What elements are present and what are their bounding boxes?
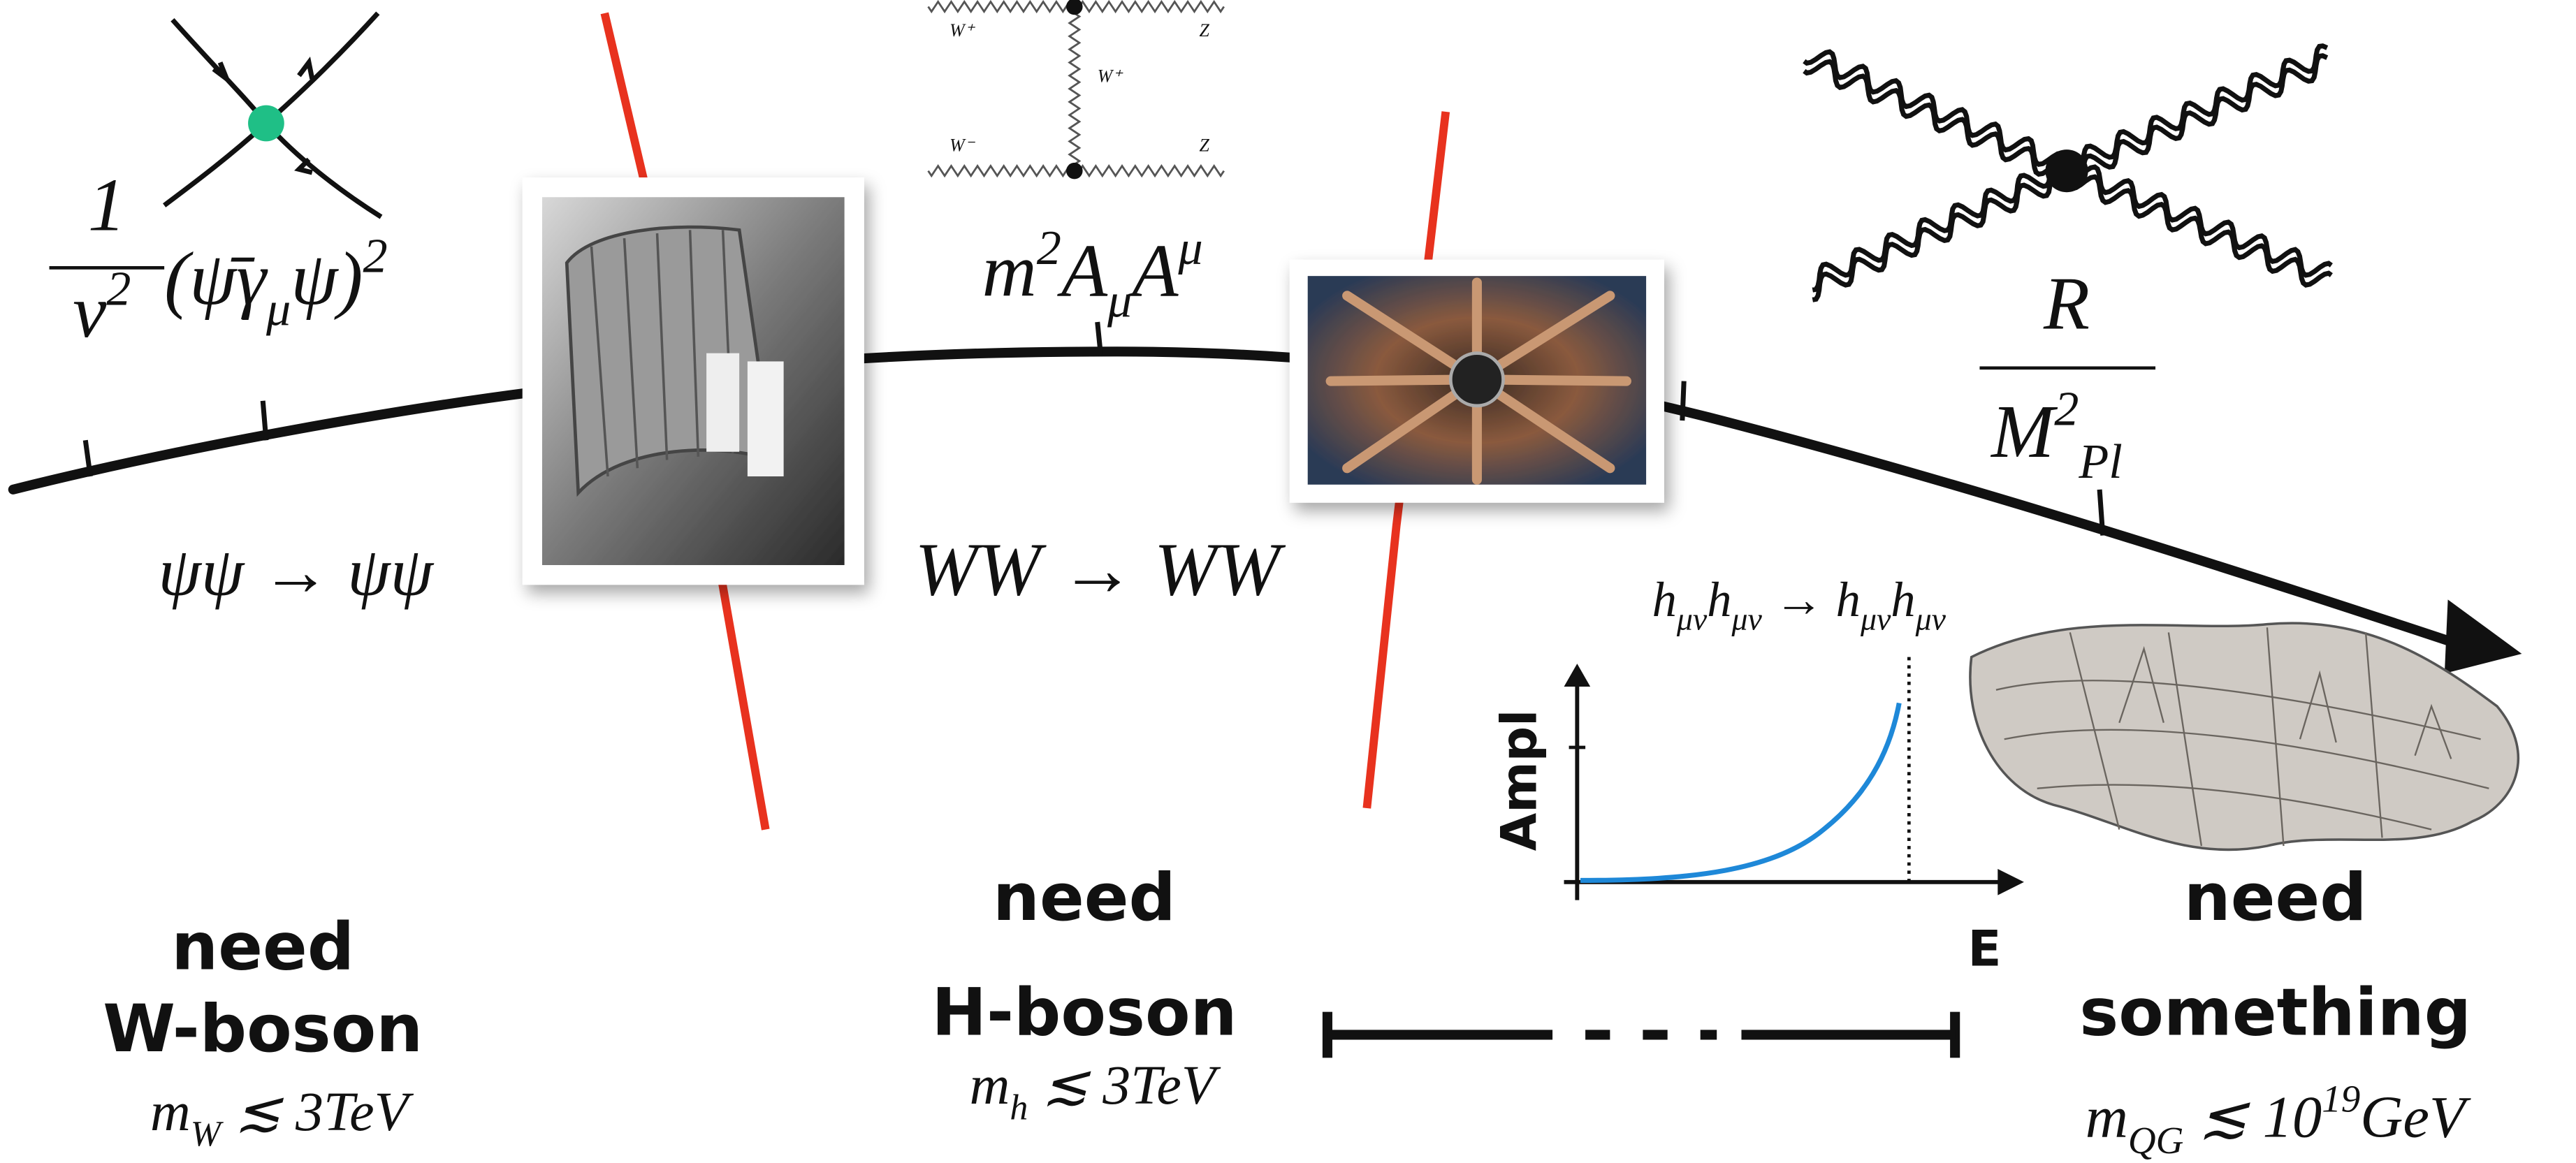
- page: 1v2(ψ̄γμψ)2ψψ → ψψm2AμAμWW → WWRM2Plneed…: [0, 0, 2576, 1163]
- amplitude-curve: [1580, 703, 1899, 881]
- undefined: WW → WW: [915, 528, 1286, 611]
- need-label: something: [2079, 974, 2471, 1051]
- need-label: need: [993, 860, 1176, 936]
- math-part: 2: [1037, 221, 1061, 275]
- undefined: 1: [88, 163, 126, 247]
- y-axis-label: Ampl: [1491, 710, 1548, 851]
- math-part: GeV: [2360, 1085, 2471, 1150]
- math-part: μ: [265, 281, 291, 336]
- math-part: 2: [363, 229, 387, 284]
- undefined: mQG ≲ 1019GeV: [2086, 1078, 2471, 1162]
- photo-frame: [1290, 260, 1664, 503]
- math-part: h: [1707, 573, 1731, 627]
- slide: 1v2(ψ̄γμψ)2ψψ → ψψm2AμAμWW → WWRM2Plneed…: [0, 0, 2576, 1163]
- math-part: μν: [1915, 601, 1946, 637]
- vertex-dot: [1066, 0, 1083, 15]
- math-part: Pl: [2078, 434, 2122, 489]
- math-part: → h: [1762, 573, 1861, 627]
- feynman-label: Z: [1200, 135, 1210, 155]
- x-axis-label: E: [1967, 921, 2001, 978]
- undefined: m2AμAμ: [982, 221, 1203, 328]
- math-part: (ψ̄γ: [164, 237, 268, 321]
- vertex-dot: [1066, 163, 1083, 180]
- math-part: m: [150, 1081, 191, 1143]
- math-part: μν: [1731, 601, 1763, 637]
- boson-line: [1070, 7, 1079, 171]
- arrow-head: [2445, 599, 2522, 673]
- undefined: M2Pl: [1990, 381, 2123, 489]
- axis-arrow: [1564, 664, 1591, 687]
- feynman-label: W⁺: [1098, 66, 1124, 87]
- math-part: μ: [1177, 221, 1202, 275]
- math-part: 2: [2054, 381, 2079, 436]
- photo-frame: [523, 177, 864, 585]
- math-part: W: [191, 1114, 224, 1154]
- math-part: 19: [2322, 1078, 2360, 1120]
- math-part: 1: [88, 163, 126, 247]
- gap-bar: [1327, 1012, 1955, 1058]
- math-part: ψψ → ψψ: [159, 534, 435, 610]
- need-label: H-boson: [931, 974, 1237, 1051]
- amplitude-plot: [1564, 657, 2024, 900]
- feynman-label: W⁻: [949, 135, 976, 155]
- math-part: QG: [2128, 1119, 2183, 1162]
- graviton-line: [1812, 170, 2067, 300]
- need-label: need: [2184, 860, 2367, 936]
- math-part: v: [73, 270, 106, 353]
- math-part: μν: [1676, 601, 1708, 637]
- quantum-foam: [1970, 623, 2518, 849]
- math-part: m: [982, 229, 1037, 312]
- math-part: h: [1652, 573, 1677, 627]
- math-part: M: [1990, 390, 2058, 474]
- math-part: R: [2043, 262, 2090, 345]
- math-part: WW → WW: [915, 528, 1286, 611]
- undefined: v2: [73, 262, 131, 353]
- graviton-line: [2067, 56, 2327, 182]
- need-label: W-boson: [103, 991, 423, 1067]
- undefined: (ψ̄γμψ)2: [164, 229, 387, 337]
- feynman-label: Z: [1200, 20, 1210, 41]
- feynman-label: W⁺: [949, 20, 976, 41]
- math-part: h: [1010, 1088, 1028, 1128]
- undefined: ψψ → ψψ: [159, 534, 435, 610]
- vertex-dot: [2045, 149, 2088, 192]
- axis-arrow: [1998, 869, 2024, 895]
- vertex-dot: [248, 105, 284, 142]
- undefined: hμνhμν → hμνhμν: [1652, 573, 1946, 637]
- math-part: ≲ 3TeV: [221, 1081, 414, 1143]
- math-part: m: [2086, 1085, 2128, 1150]
- math-part: μ: [1107, 274, 1132, 328]
- math-part: 2: [106, 262, 131, 316]
- undefined: mh ≲ 3TeV: [970, 1055, 1221, 1127]
- math-part: ψ): [291, 237, 363, 321]
- math-part: ≲ 10: [2183, 1085, 2322, 1150]
- math-part: ≲ 3TeV: [1028, 1055, 1221, 1116]
- graviton-line: [2067, 46, 2327, 172]
- math-part: m: [970, 1055, 1010, 1116]
- math-part: μν: [1860, 601, 1891, 637]
- math-part: A: [1057, 229, 1108, 312]
- math-part: A: [1128, 229, 1179, 312]
- undefined: R: [2043, 262, 2090, 345]
- need-label: need: [171, 909, 354, 985]
- undefined: mW ≲ 3TeV: [150, 1081, 414, 1154]
- math-part: h: [1891, 573, 1915, 627]
